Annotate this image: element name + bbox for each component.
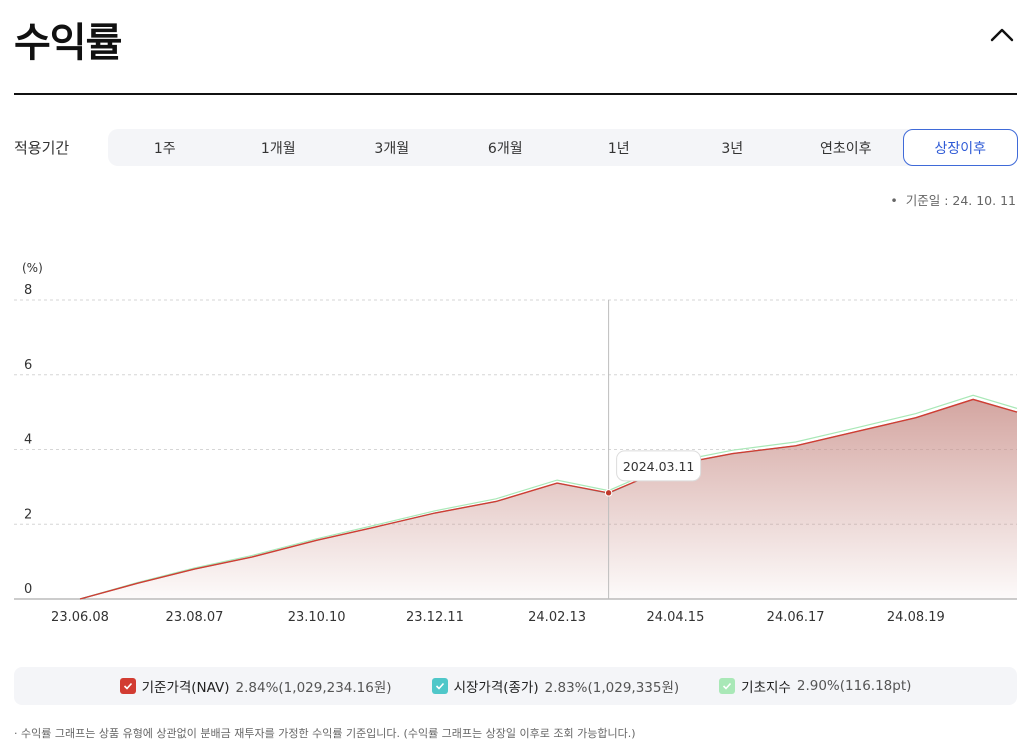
return-chart: (%) 0 2 4 6 8 23.06.08 23.08.07 23.10.10 23.12.11…: [0, 250, 1024, 640]
x-tick-label: 24.04.15: [646, 610, 704, 625]
x-tick-label: 23.06.08: [51, 610, 109, 625]
x-tick-label: 23.12.11: [406, 610, 464, 625]
tooltip-date: 2024.03.11: [623, 459, 695, 474]
legend-item-nav[interactable]: 기준가격(NAV) 2.84%(1,029,234.16원): [119, 676, 392, 696]
legend-value: 2.90%(116.18pt): [796, 678, 912, 694]
basis-date-text: 기준일 : 24. 10. 11: [905, 193, 1016, 208]
legend-value: 2.84%(1,029,234.16원): [235, 680, 392, 696]
tooltip-box: [616, 450, 702, 482]
legend-value: 2.83%(1,029,335원): [544, 680, 680, 696]
x-tick-label: 23.10.10: [288, 610, 346, 625]
nav-area-fill: [80, 399, 1017, 599]
y-tick-label: 0: [24, 582, 32, 597]
tab-1week[interactable]: 1주: [153, 140, 176, 157]
legend-name: 시장가격(종가): [453, 680, 539, 696]
legend-name: 기초지수: [741, 680, 791, 696]
footnote: · 수익률 그래프는 상품 유형에 상관없이 분배금 재투자를 가정한 수익률 …: [14, 727, 636, 740]
tab-3year[interactable]: 3년: [721, 140, 744, 157]
checkbox-checked-icon[interactable]: [119, 678, 136, 694]
legend-item-base-index[interactable]: 기초지수 2.90%(116.18pt): [719, 676, 911, 696]
chevron-up-icon: [990, 28, 1014, 42]
legend-name: 기준가격(NAV): [141, 680, 230, 696]
x-tick-label: 24.08.19: [887, 610, 945, 625]
footnote-text: 수익률 그래프는 상품 유형에 상관없이 분배금 재투자를 가정한 수익률 기준…: [21, 727, 636, 740]
series-line-0: [79, 398, 1018, 600]
period-tabs: 1주 1개월 3개월 6개월 1년 3년 연초이후 상장이후: [108, 129, 1018, 166]
tab-ytd[interactable]: 연초이후: [819, 140, 872, 157]
y-axis-label: (%): [22, 261, 43, 275]
chart-svg[interactable]: (%) 0 2 4 6 8 23.06.08 23.08.07 23.10.10 23.12.11…: [0, 250, 1024, 640]
tab-1year[interactable]: 1년: [607, 140, 630, 157]
tab-3month[interactable]: 3개월: [374, 140, 410, 157]
page-title: 수익률: [14, 20, 122, 66]
section-header: 수익률: [14, 0, 1017, 95]
legend-item-market-price[interactable]: 시장가격(종가) 2.83%(1,029,335원): [431, 676, 680, 696]
basis-date: • 기준일 : 24. 10. 11: [890, 193, 1016, 208]
period-label: 적용기간: [14, 139, 70, 157]
x-tick-label: 23.08.07: [166, 610, 224, 625]
tab-1month[interactable]: 1개월: [260, 140, 296, 157]
y-tick-label: 2: [24, 507, 32, 522]
x-tick-label: 24.06.17: [767, 610, 825, 625]
tab-6month[interactable]: 6개월: [487, 140, 523, 157]
checkbox-checked-icon[interactable]: [431, 678, 448, 694]
tab-since-listing[interactable]: 상장이후: [902, 129, 1018, 166]
collapse-button[interactable]: [989, 22, 1015, 48]
x-tick-label: 24.02.13: [528, 610, 586, 625]
y-tick-label: 6: [24, 358, 32, 373]
checkbox-checked-icon[interactable]: [719, 678, 736, 694]
y-tick-label: 4: [24, 433, 32, 448]
hover-point[interactable]: [604, 489, 613, 497]
chart-legend: 기준가격(NAV) 2.84%(1,029,234.16원) 시장가격(종가) …: [14, 667, 1017, 705]
series-line-2: [79, 394, 1018, 600]
y-tick-label: 8: [24, 283, 32, 298]
